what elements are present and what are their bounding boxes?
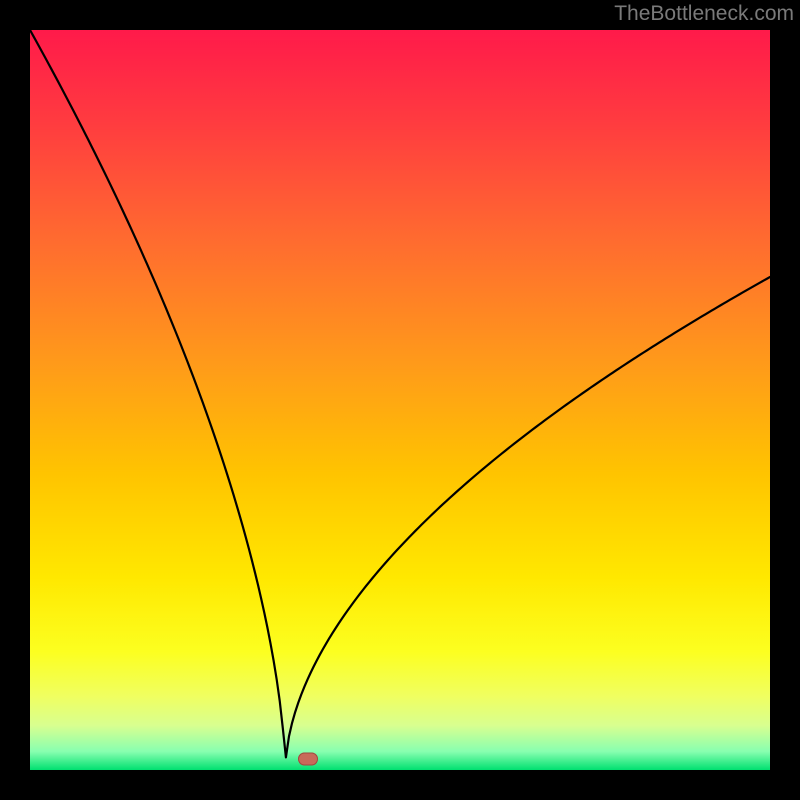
chart-canvas: TheBottleneck.com <box>0 0 800 800</box>
optimal-point-marker <box>298 752 318 765</box>
bottleneck-curve <box>30 30 770 770</box>
plot-area <box>30 30 770 770</box>
watermark-text: TheBottleneck.com <box>614 2 794 26</box>
